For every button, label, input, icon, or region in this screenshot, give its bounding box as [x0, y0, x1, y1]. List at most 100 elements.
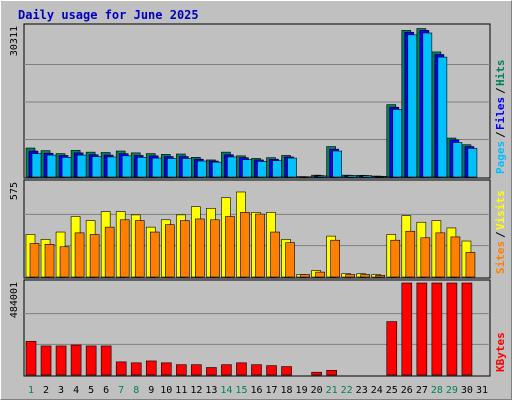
legend-kbytes: KBytes: [494, 332, 507, 372]
bar-visits-sites-sites-day-1: [29, 243, 40, 278]
panel-pages-files-hits-ymax-label: 30311: [9, 26, 20, 56]
bar-kbytes-kbytes-day-9: [145, 360, 157, 376]
bar-visits-sites-sites-day-11: [180, 220, 190, 278]
bar-pages-files-hits-pages-day-10: [166, 158, 177, 178]
x-tick-day-3: 3: [58, 385, 64, 396]
bar-visits-sites-sites-day-27: [420, 237, 431, 278]
bar-pages-files-hits-pages-day-5: [91, 156, 102, 178]
bar-pages-files-hits-pages-day-26: [407, 34, 418, 178]
bar-pages-files-hits-pages-day-2: [46, 154, 57, 178]
bar-kbytes-kbytes-day-7: [115, 361, 127, 376]
bar-kbytes-kbytes-day-13: [206, 367, 217, 376]
bar-kbytes-kbytes-day-20: [311, 371, 322, 376]
bar-visits-sites-sites-day-12: [195, 218, 205, 278]
x-tick-day-26: 26: [401, 385, 413, 396]
x-tick-day-23: 23: [356, 385, 368, 396]
bar-pages-files-hits-pages-day-24: [377, 176, 388, 178]
bar-kbytes-kbytes-day-5: [85, 345, 97, 376]
bar-visits-sites-sites-day-23: [360, 274, 371, 278]
bar-visits-sites-sites-day-28: [435, 232, 446, 278]
x-tick-day-4: 4: [73, 385, 79, 396]
x-tick-day-12: 12: [190, 385, 202, 396]
bar-visits-sites-sites-day-9: [149, 231, 160, 278]
legend-sites: Sites: [494, 241, 507, 274]
x-tick-day-21: 21: [326, 385, 338, 396]
bar-kbytes-kbytes-day-25: [386, 321, 398, 376]
bar-visits-sites-sites-day-7: [119, 219, 130, 278]
legend-visits: Visits: [494, 190, 507, 230]
panel-kbytes-ymax-label: 484001: [9, 282, 20, 318]
bar-pages-files-hits-pages-day-15: [242, 159, 252, 178]
x-tick-day-5: 5: [88, 385, 94, 396]
bar-pages-files-hits-pages-day-28: [437, 56, 448, 178]
x-tick-day-20: 20: [311, 385, 323, 396]
bar-kbytes-kbytes-day-21: [326, 370, 337, 376]
panel-visits-sites-ymax-label: 575: [9, 182, 20, 200]
bar-visits-sites-sites-day-30: [465, 252, 476, 278]
x-tick-day-18: 18: [281, 385, 293, 396]
x-tick-day-28: 28: [431, 385, 443, 396]
bar-pages-files-hits-pages-day-12: [197, 160, 207, 178]
x-tick-day-13: 13: [205, 385, 217, 396]
x-tick-day-15: 15: [235, 385, 247, 396]
bar-kbytes-kbytes-day-15: [236, 362, 247, 376]
bar-kbytes-kbytes-day-11: [176, 364, 187, 376]
bar-pages-files-hits-pages-day-23: [362, 175, 373, 178]
x-tick-day-31: 31: [476, 385, 488, 396]
legend-separator: /: [494, 87, 507, 94]
chart-title: Daily usage for June 2025: [18, 8, 199, 22]
bar-pages-files-hits-pages-day-9: [151, 157, 162, 178]
bar-visits-sites-sites-day-16: [255, 213, 265, 278]
x-tick-day-30: 30: [461, 385, 473, 396]
bar-pages-files-hits-pages-day-17: [272, 160, 282, 178]
bar-visits-sites-sites-day-4: [74, 232, 85, 278]
bar-visits-sites-sites-day-5: [89, 234, 100, 278]
bar-pages-files-hits-pages-day-4: [76, 154, 87, 178]
bar-pages-files-hits-pages-day-27: [422, 32, 433, 178]
bar-visits-sites-sites-day-3: [59, 246, 70, 278]
bar-visits-sites-sites-day-10: [164, 224, 175, 278]
x-tick-day-29: 29: [446, 385, 458, 396]
x-tick-day-9: 9: [148, 385, 154, 396]
bar-visits-sites-sites-day-6: [104, 226, 115, 278]
bar-pages-files-hits-pages-day-20: [317, 175, 327, 178]
bar-kbytes-kbytes-day-4: [70, 344, 82, 376]
bar-kbytes-kbytes-day-8: [130, 362, 142, 376]
bar-kbytes-kbytes-day-2: [40, 345, 52, 376]
bar-visits-sites-sites-day-13: [210, 219, 220, 278]
bar-visits-sites-sites-day-29: [450, 236, 461, 278]
bar-pages-files-hits-pages-day-16: [257, 161, 267, 178]
bar-visits-sites-sites-day-8: [134, 220, 145, 278]
x-tick-day-22: 22: [341, 385, 353, 396]
bar-pages-files-hits-pages-day-8: [136, 157, 147, 178]
x-tick-day-10: 10: [160, 385, 172, 396]
x-tick-day-17: 17: [265, 385, 277, 396]
bar-kbytes-kbytes-day-1: [25, 340, 37, 376]
bar-pages-files-hits-pages-day-30: [467, 148, 478, 178]
bar-pages-files-hits-pages-day-7: [121, 155, 132, 178]
x-tick-day-16: 16: [250, 385, 262, 396]
bar-pages-files-hits-pages-day-21: [332, 150, 342, 178]
bar-kbytes-kbytes-day-30: [461, 282, 473, 376]
bar-visits-sites-sites-day-19: [300, 274, 310, 278]
x-tick-day-6: 6: [103, 385, 109, 396]
bar-pages-files-hits-pages-day-22: [347, 175, 357, 178]
bar-kbytes-kbytes-day-26: [401, 282, 413, 376]
bar-visits-sites-sites-day-14: [225, 216, 235, 278]
bar-kbytes-kbytes-day-18: [281, 366, 292, 376]
bar-visits-sites-sites-day-24: [375, 275, 386, 278]
bar-pages-files-hits-pages-day-29: [452, 142, 463, 178]
legend-pages: Pages: [494, 141, 507, 174]
x-tick-day-11: 11: [175, 385, 187, 396]
bar-kbytes-kbytes-day-12: [191, 364, 202, 376]
bar-visits-sites-sites-day-26: [405, 230, 416, 278]
x-tick-day-24: 24: [371, 385, 383, 396]
bar-kbytes-kbytes-day-27: [416, 282, 428, 376]
bar-kbytes-kbytes-day-17: [266, 365, 277, 376]
x-tick-day-14: 14: [220, 385, 232, 396]
x-tick-day-7: 7: [118, 385, 124, 396]
bar-kbytes-kbytes-day-14: [221, 364, 232, 376]
bar-pages-files-hits-pages-day-1: [31, 153, 42, 178]
bar-kbytes-kbytes-day-28: [431, 282, 443, 376]
bar-pages-files-hits-pages-day-13: [212, 161, 222, 178]
